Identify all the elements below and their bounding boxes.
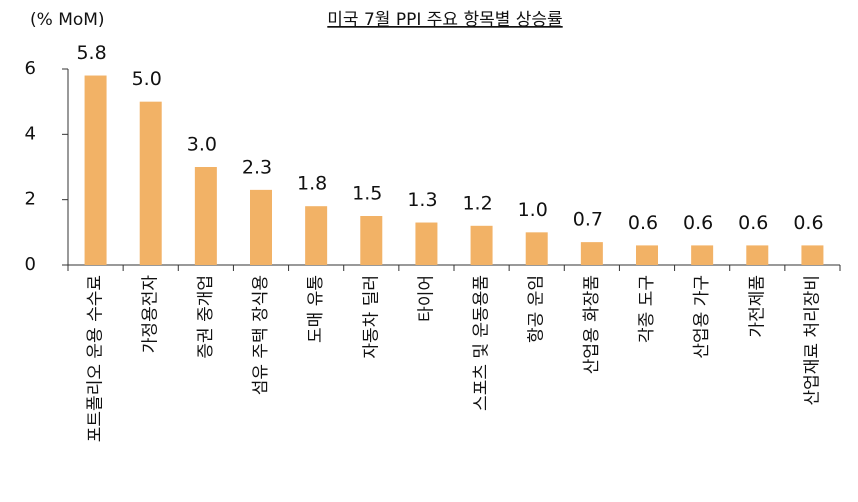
bar bbox=[360, 216, 383, 265]
y-tick-label: 2 bbox=[25, 189, 36, 210]
value-label: 0.7 bbox=[573, 209, 603, 231]
value-label: 1.0 bbox=[518, 199, 548, 221]
y-tick-label: 0 bbox=[25, 254, 36, 275]
x-tick-label: 도매 유통 bbox=[306, 275, 326, 343]
bar bbox=[746, 245, 769, 265]
x-tick-label: 항공 운임 bbox=[527, 275, 547, 343]
x-tick-label: 산업용 화장품 bbox=[582, 275, 602, 374]
value-label: 1.2 bbox=[462, 192, 492, 214]
value-label: 0.6 bbox=[793, 212, 823, 234]
bar bbox=[580, 242, 603, 265]
value-label: 0.6 bbox=[738, 212, 768, 234]
bar bbox=[691, 245, 714, 265]
x-tick-label: 각종 도구 bbox=[637, 275, 657, 343]
bar bbox=[250, 189, 272, 265]
bar bbox=[305, 206, 328, 265]
x-tick-label: 가전제품 bbox=[747, 275, 767, 338]
bar bbox=[415, 222, 438, 265]
x-tick-label: 산업용 가구 bbox=[692, 275, 712, 359]
bar bbox=[525, 232, 548, 265]
x-tick-label: 스포츠 및 운동용품 bbox=[472, 275, 492, 411]
x-tick-label: 타이어 bbox=[416, 275, 436, 322]
bar bbox=[139, 101, 162, 266]
y-tick-label: 6 bbox=[25, 58, 36, 79]
x-tick-label: 섬유 주택 장식용 bbox=[251, 275, 271, 395]
y-tick-label: 4 bbox=[25, 123, 36, 144]
x-tick-label: 산업재료 처리장비 bbox=[802, 275, 822, 406]
chart-title: 미국 7월 PPI 주요 항목별 상승률 bbox=[327, 10, 562, 30]
value-label: 0.6 bbox=[628, 212, 658, 234]
y-axis-label: (% MoM) bbox=[30, 10, 105, 30]
bar bbox=[470, 225, 493, 265]
value-label: 3.0 bbox=[187, 134, 217, 156]
x-tick-label: 자동차 딜러 bbox=[361, 275, 381, 359]
bar bbox=[801, 245, 824, 265]
value-label: 1.8 bbox=[297, 173, 327, 195]
value-label: 2.3 bbox=[242, 156, 272, 178]
x-tick-label: 포트폴리오 운용 수수료 bbox=[86, 275, 106, 442]
value-label: 5.8 bbox=[76, 42, 106, 64]
x-tick-label: 가정용전자 bbox=[141, 275, 161, 354]
value-label: 1.3 bbox=[407, 189, 437, 211]
value-label: 1.5 bbox=[352, 183, 382, 205]
bar bbox=[194, 167, 217, 265]
bar bbox=[84, 75, 107, 266]
bar bbox=[636, 245, 658, 265]
value-label: 0.6 bbox=[683, 212, 713, 234]
x-tick-label: 증권 중개업 bbox=[196, 275, 216, 359]
value-label: 5.0 bbox=[132, 68, 162, 90]
